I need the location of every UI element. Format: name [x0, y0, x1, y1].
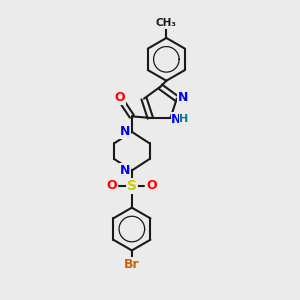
Text: O: O — [106, 179, 117, 192]
Text: Br: Br — [124, 258, 140, 271]
Text: N: N — [120, 164, 130, 177]
Text: N: N — [171, 113, 182, 126]
Text: CH₃: CH₃ — [156, 18, 177, 28]
Text: H: H — [179, 114, 188, 124]
Text: O: O — [115, 92, 125, 104]
Text: N: N — [178, 91, 188, 103]
Text: S: S — [127, 179, 137, 193]
Text: N: N — [120, 125, 130, 138]
Text: O: O — [146, 179, 157, 192]
